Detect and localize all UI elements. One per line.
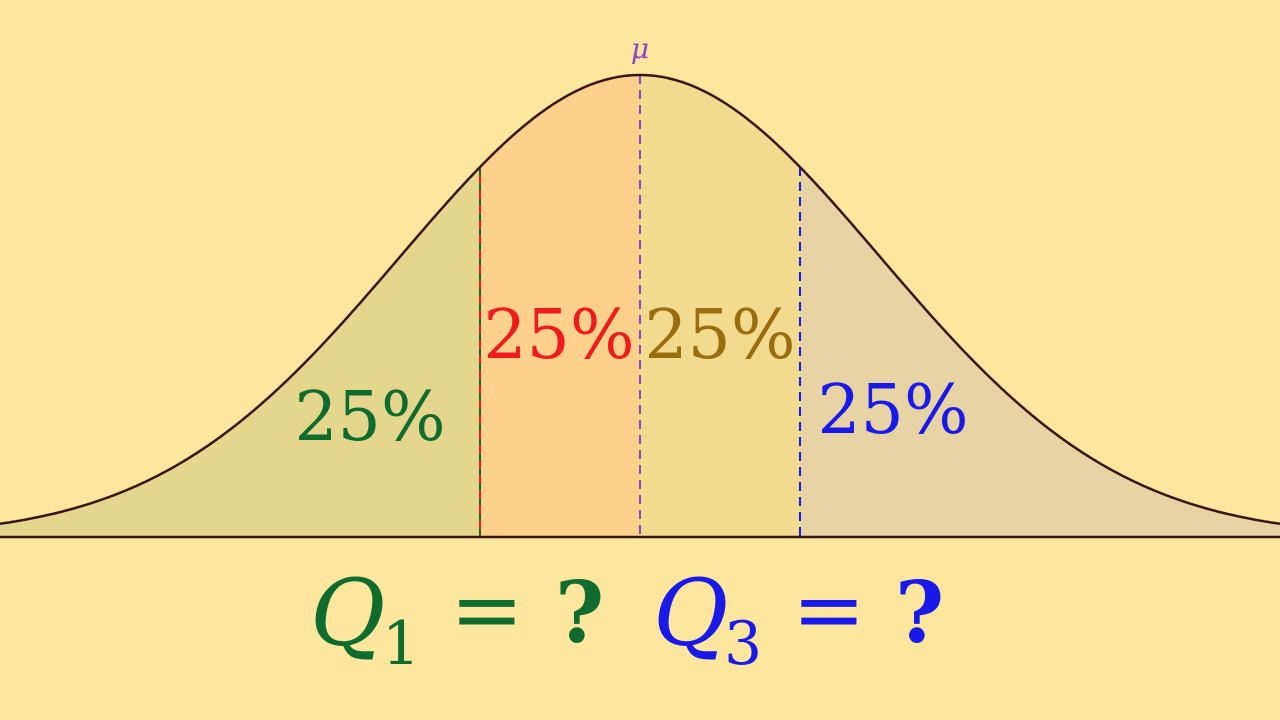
region-upper-quarter	[800, 167, 1280, 537]
q3-value: ?	[895, 563, 944, 662]
q3-equation: Q 3 = ?	[653, 558, 944, 679]
mean-label: μ	[631, 32, 649, 65]
q3-equals: =	[792, 558, 866, 661]
region-3-percentage: 25%	[644, 296, 795, 375]
q1-value: ?	[555, 563, 604, 662]
region-second-quarter	[480, 75, 640, 537]
q3-variable: Q	[653, 560, 728, 667]
q1-subscript: 1	[382, 609, 420, 679]
q3-subscript: 3	[724, 609, 762, 679]
region-third-quarter	[640, 75, 800, 537]
bell-curve	[0, 73, 1280, 526]
q1-equation: Q 1 = ?	[310, 558, 604, 679]
region-lower-quarter	[0, 167, 480, 537]
q1-variable: Q	[310, 560, 385, 667]
region-4-percentage: 25%	[817, 371, 968, 450]
q1-equals: =	[450, 558, 524, 661]
region-1-percentage: 25%	[294, 378, 445, 457]
region-2-percentage: 25%	[483, 296, 634, 375]
